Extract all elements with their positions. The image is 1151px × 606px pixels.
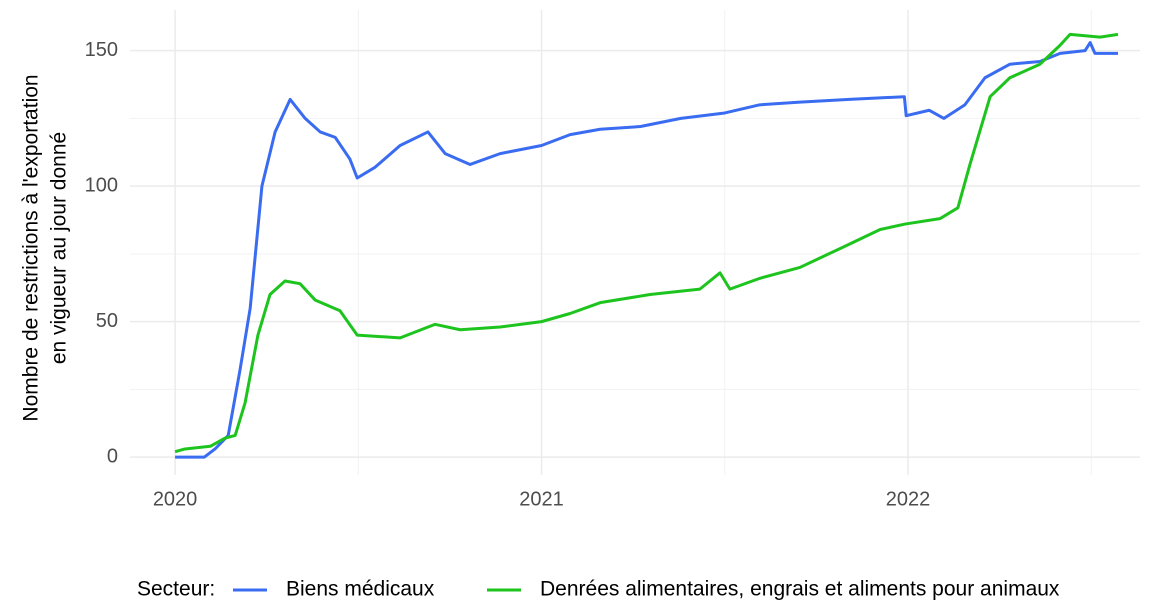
line xyxy=(174,32,1119,454)
y-tick-label: 100 xyxy=(85,174,118,196)
y-axis-label: Nombre de restrictions à l'exportation xyxy=(20,74,43,421)
grid xyxy=(130,10,1140,475)
y-axis-label: en vigueur au jour donné xyxy=(48,132,71,364)
legend-label: Denrées alimentaires, engrais et aliment… xyxy=(540,578,1060,601)
legend-label: Biens médicaux xyxy=(286,578,435,601)
line xyxy=(175,41,1119,459)
x-tick-label: 2021 xyxy=(519,488,564,510)
legend-title: Secteur: xyxy=(137,578,215,601)
y-tick-label: 150 xyxy=(85,39,118,61)
y-tick-label: 50 xyxy=(96,310,118,332)
x-tick-label: 2022 xyxy=(886,488,931,510)
x-tick-label: 2020 xyxy=(153,488,198,510)
y-tick-label: 0 xyxy=(107,445,118,467)
